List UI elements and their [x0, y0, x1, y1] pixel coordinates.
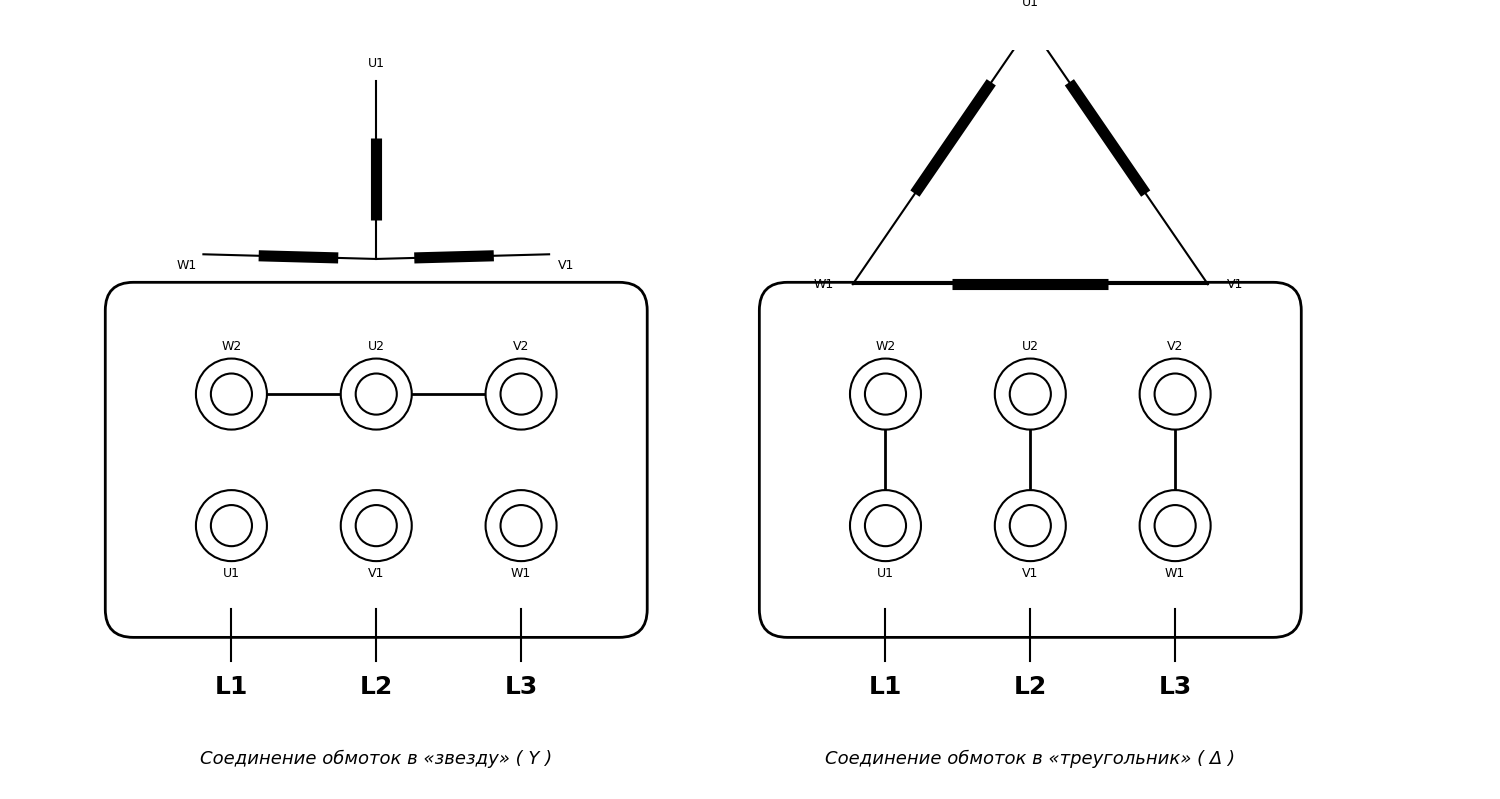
Circle shape: [356, 505, 398, 547]
Circle shape: [211, 373, 252, 415]
Text: U2: U2: [1022, 340, 1040, 353]
Text: L1: L1: [214, 674, 248, 699]
Circle shape: [211, 505, 252, 547]
Circle shape: [1155, 505, 1196, 547]
Text: U1: U1: [878, 566, 894, 580]
Text: U1: U1: [1022, 0, 1040, 9]
Text: W2: W2: [876, 340, 896, 353]
Circle shape: [1010, 505, 1052, 547]
FancyBboxPatch shape: [105, 282, 646, 638]
Circle shape: [340, 359, 412, 430]
Circle shape: [1010, 373, 1052, 415]
Circle shape: [196, 359, 267, 430]
Text: V2: V2: [1167, 340, 1184, 353]
Circle shape: [850, 490, 921, 561]
Text: L1: L1: [868, 674, 901, 699]
Text: L2: L2: [1014, 674, 1047, 699]
Circle shape: [1140, 359, 1210, 430]
Circle shape: [994, 490, 1066, 561]
Text: V2: V2: [513, 340, 529, 353]
Circle shape: [486, 490, 556, 561]
Circle shape: [865, 505, 906, 547]
Circle shape: [196, 490, 267, 561]
Circle shape: [356, 373, 398, 415]
Text: W1: W1: [815, 278, 834, 291]
Text: W1: W1: [512, 566, 531, 580]
Circle shape: [1155, 373, 1196, 415]
Circle shape: [501, 505, 542, 547]
Circle shape: [501, 373, 542, 415]
Text: V1: V1: [368, 566, 384, 580]
Text: U1: U1: [368, 58, 386, 70]
Text: U1: U1: [224, 566, 240, 580]
Text: U2: U2: [368, 340, 386, 353]
Circle shape: [340, 490, 412, 561]
Circle shape: [486, 359, 556, 430]
Circle shape: [994, 359, 1066, 430]
Text: L3: L3: [504, 674, 537, 699]
Text: V1: V1: [558, 259, 574, 272]
Text: Соединение обмоток в «звезду» ( Y ): Соединение обмоток в «звезду» ( Y ): [200, 750, 552, 768]
Text: W2: W2: [222, 340, 242, 353]
FancyBboxPatch shape: [759, 282, 1302, 638]
Circle shape: [850, 359, 921, 430]
Text: V1: V1: [1022, 566, 1038, 580]
Text: V1: V1: [1227, 278, 1244, 291]
Text: W1: W1: [1166, 566, 1185, 580]
Circle shape: [1140, 490, 1210, 561]
Text: W1: W1: [177, 259, 197, 272]
Circle shape: [865, 373, 906, 415]
Text: L2: L2: [360, 674, 393, 699]
Text: Соединение обмоток в «треугольник» ( Δ ): Соединение обмоток в «треугольник» ( Δ ): [825, 750, 1236, 768]
Text: L3: L3: [1158, 674, 1192, 699]
